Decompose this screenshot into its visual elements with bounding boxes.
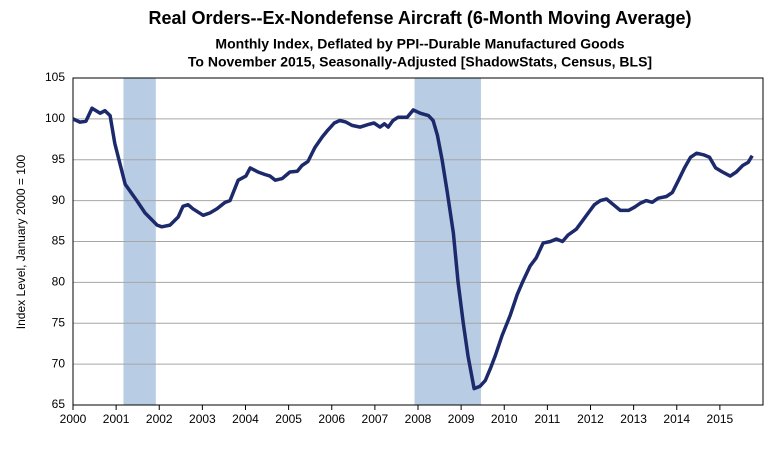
y-tick-label: 90	[52, 193, 66, 207]
x-tick-label: 2014	[663, 412, 690, 426]
x-tick-label: 2009	[448, 412, 475, 426]
x-tick-label: 2005	[275, 412, 302, 426]
x-tick-label: 2006	[318, 412, 345, 426]
y-axis-label: Index Level, January 2000 = 100	[14, 154, 28, 329]
y-tick-label: 70	[52, 356, 66, 370]
x-tick-label: 2007	[362, 412, 389, 426]
x-tick-label: 2002	[146, 412, 173, 426]
y-tick-label: 80	[52, 275, 66, 289]
y-tick-label: 100	[45, 111, 65, 125]
x-tick-label: 2013	[620, 412, 647, 426]
y-tick-label: 95	[52, 152, 66, 166]
plot-frame	[72, 77, 764, 406]
chart-title: Real Orders--Ex-Nondefense Aircraft (6-M…	[148, 8, 691, 28]
chart-subtitle: To November 2015, Seasonally-Adjusted [S…	[188, 54, 652, 70]
x-tick-label: 2010	[491, 412, 518, 426]
x-tick-label: 2008	[405, 412, 432, 426]
y-tick-label: 105	[45, 70, 65, 84]
x-tick-label: 2000	[60, 412, 87, 426]
x-tick-label: 2001	[103, 412, 130, 426]
x-tick-label: 2015	[707, 412, 734, 426]
y-tick-label: 75	[52, 315, 66, 329]
x-tick-label: 2003	[189, 412, 216, 426]
data-line	[72, 106, 754, 391]
y-tick-label: 85	[52, 234, 66, 248]
x-tick-label: 2011	[534, 412, 560, 426]
y-tick-label: 65	[52, 397, 66, 411]
x-tick-label: 2012	[577, 412, 604, 426]
x-tick-label: 2004	[232, 412, 259, 426]
chart-subtitle: Monthly Index, Deflated by PPI--Durable …	[215, 36, 624, 52]
